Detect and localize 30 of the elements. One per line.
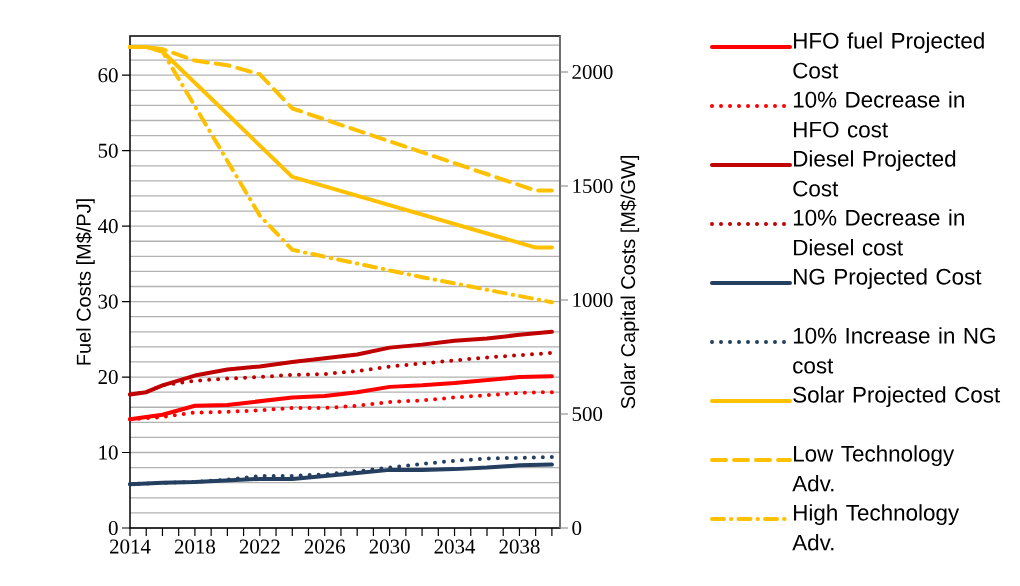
x-tick-label: 2034 <box>434 539 476 554</box>
y-axis-title: Fuel Costs [M$/PJ] <box>75 199 95 365</box>
y-tick-label: 0 <box>108 520 118 536</box>
legend-label: 10% Decrease in Diesel cost <box>793 209 964 256</box>
legend-label: Low Technology Adv. <box>792 445 955 492</box>
y-tick-label: 10 <box>99 445 118 460</box>
y-tick-label: 60 <box>98 68 118 83</box>
y-tick-label: 20 <box>98 370 118 385</box>
y2-tick-label: 500 <box>572 406 603 422</box>
legend-label: Solar Projected Cost <box>793 386 1001 408</box>
y2-tick-label: 2000 <box>572 64 613 80</box>
legend-label: 10% Increase in NG cost <box>793 327 995 374</box>
y2-tick-label: 1000 <box>573 292 613 308</box>
y-tick-label: 50 <box>98 143 118 158</box>
y2-axis-title: Solar Capital Costs [M$/GW] <box>620 156 640 409</box>
y-tick-label: 40 <box>97 219 118 234</box>
y2-tick-label: 0 <box>572 520 582 536</box>
x-tick-label: 2030 <box>369 539 410 554</box>
x-tick-label: 2026 <box>304 539 346 554</box>
legend-label: NG Projected Cost <box>794 268 982 290</box>
legend-label: High Technology Adv. <box>792 504 960 551</box>
legend-label: HFO fuel Projected Cost <box>793 32 984 79</box>
y-tick-label: 30 <box>98 294 118 309</box>
x-tick-label: 2022 <box>239 539 280 554</box>
legend-label: 10% Decrease in HFO cost <box>793 91 964 138</box>
legend-label: Diesel Projected Cost <box>793 150 956 197</box>
x-tick-label: 2014 <box>110 539 151 554</box>
x-tick-label: 2018 <box>174 539 216 554</box>
y2-tick-label: 1500 <box>573 178 613 194</box>
x-tick-label: 2038 <box>499 539 540 554</box>
